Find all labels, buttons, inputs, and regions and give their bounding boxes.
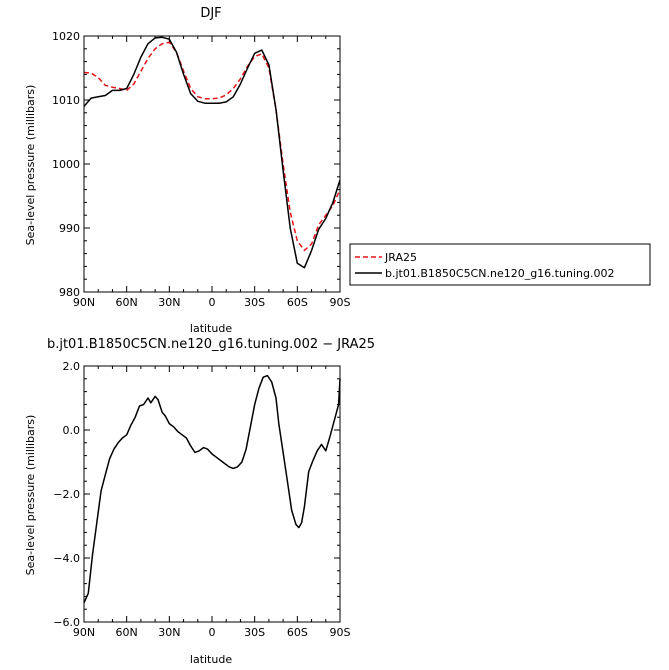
x-tick-label: 30N [158, 296, 180, 309]
y-tick-label: 2.0 [63, 360, 81, 373]
y-tick-label: −6.0 [53, 616, 80, 629]
series-line-b-jt01-b1850c5cn-ne120-g16-tuning-002 [83, 36, 341, 269]
top-panel: DJF 90N 60N 30N 0 30S 60S 90S 980 990 1000 1010 102… [24, 6, 351, 335]
series-line-jra25 [83, 41, 341, 252]
y-tick-label: 1000 [52, 158, 80, 171]
x-tick-label: 30N [158, 626, 180, 639]
y-tick-label: 1010 [52, 94, 80, 107]
y-tick-label: 980 [59, 286, 80, 299]
bottom-panel: b.jt01.B1850C5CN.ne120_g16.tuning.002 − … [24, 337, 375, 666]
x-tick-label: 60S [287, 296, 308, 309]
bottom-plot-frame [83, 365, 341, 623]
legend-label-jra25: JRA25 [384, 251, 417, 264]
top-y-axis-label: Sea-level pressure (millibars) [24, 85, 37, 246]
x-tick-label: 90S [330, 626, 351, 639]
y-tick-label: −2.0 [53, 488, 80, 501]
x-tick-label: 0 [209, 296, 216, 309]
x-tick-label: 90N [73, 626, 95, 639]
top-x-axis-label: latitude [190, 322, 232, 335]
y-tick-label: −4.0 [53, 552, 80, 565]
y-tick-label: 1020 [52, 30, 80, 43]
x-tick-label: 90S [330, 296, 351, 309]
legend: JRA25 b.jt01.B1850C5CN.ne120_g16.tuning.… [349, 243, 651, 286]
x-tick-label: 0 [209, 626, 216, 639]
x-tick-label: 60N [116, 296, 138, 309]
bottom-x-axis-label: latitude [190, 653, 232, 666]
y-tick-label: 990 [59, 222, 80, 235]
x-tick-label: 30S [244, 626, 265, 639]
bottom-chart-title: b.jt01.B1850C5CN.ne120_g16.tuning.002 − … [47, 337, 375, 352]
series-line-difference [83, 374, 341, 604]
legend-box [349, 243, 651, 286]
top-chart-title: DJF [200, 6, 221, 21]
x-tick-label: 90N [73, 296, 95, 309]
legend-label-model: b.jt01.B1850C5CN.ne120_g16.tuning.002 [385, 267, 614, 280]
x-tick-label: 60N [116, 626, 138, 639]
y-tick-label: 0.0 [63, 424, 81, 437]
x-tick-label: 30S [244, 296, 265, 309]
x-tick-label: 60S [287, 626, 308, 639]
bottom-y-axis-label: Sea-level pressure (millibars) [24, 415, 37, 576]
top-plot-frame [83, 35, 341, 293]
